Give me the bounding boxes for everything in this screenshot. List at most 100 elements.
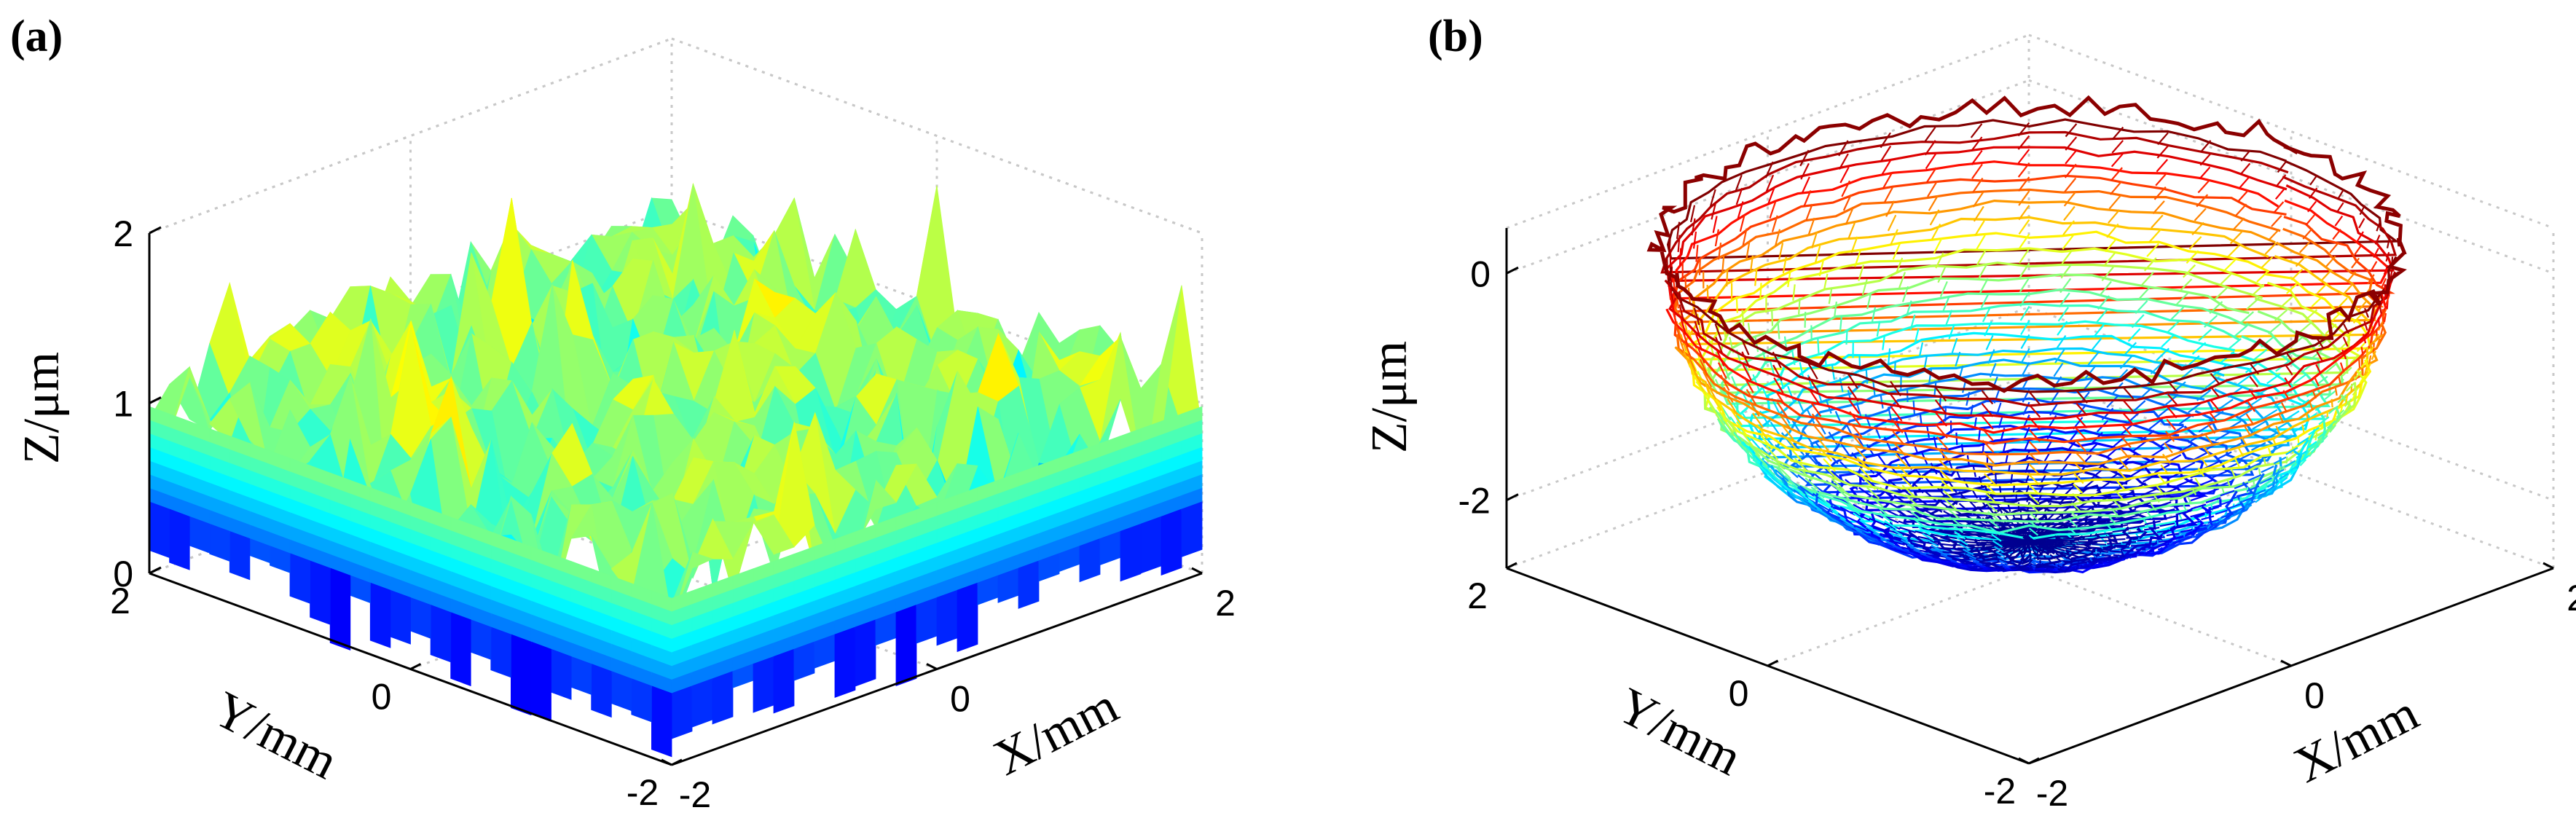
panel-b-meridian (2072, 492, 2082, 503)
panel-b-meridian (1889, 540, 1905, 546)
panel-b-meridian (2111, 524, 2129, 529)
panel-b-meridian (1692, 231, 1697, 249)
panel-b-meridian (1904, 494, 1917, 506)
panel-a-side-patch (369, 582, 391, 648)
panel-b-meridian (2191, 221, 2204, 236)
panel-b-meridian (2237, 409, 2253, 420)
panel-b-y-tick-mark-2 (1506, 562, 1517, 570)
panel-b-meridian (2215, 509, 2228, 515)
panel-b-meridian (1839, 517, 1854, 527)
panel-b-meridian (2377, 321, 2384, 331)
panel-b-meridian (1864, 414, 1872, 428)
panel-b-meridian (1982, 550, 1995, 554)
panel-b-meridian (2112, 528, 2129, 533)
panel-a-side-patch (651, 685, 672, 758)
panel-a-side-patch (936, 589, 958, 646)
panel-b-meridian (1813, 425, 1826, 441)
panel-b-meridian (1749, 255, 1754, 273)
panel-b-meridian (1926, 539, 1939, 548)
panel-b-meridian (1826, 500, 1842, 510)
panel-b-meridian (2150, 503, 2157, 511)
panel-b-meridian (2108, 194, 2121, 210)
panel-b-meridian (2092, 557, 2100, 561)
panel-b-meridian (2128, 524, 2145, 530)
panel-b-meridian (1873, 525, 1890, 533)
panel-b-meridian (1902, 533, 1920, 539)
panel-b-y-tick-mark-0 (2028, 757, 2040, 765)
panel-b-meridian (1759, 283, 1762, 300)
panel-b-meridian (2060, 551, 2070, 557)
panel-b-meridian (2310, 349, 2323, 360)
panel-b-meridian (1717, 362, 1727, 379)
panel-b-meridian (2255, 492, 2260, 499)
panel-b-meridian (2311, 296, 2323, 307)
panel-b-meridian (2073, 483, 2084, 494)
panel-b-meridian (2028, 441, 2041, 454)
panel-b-grid-top-right (2028, 34, 2554, 229)
panel-b-meridian (2381, 308, 2387, 318)
panel-b-meridian (1931, 533, 1948, 539)
panel-b-meridian (2124, 342, 2137, 356)
panel-b-meridian (1805, 477, 1819, 490)
panel-b-meridian (1971, 177, 1984, 194)
panel-b-meridian (2336, 409, 2345, 418)
panel-b-meridian (2309, 401, 2314, 411)
panel-b-meridian (1993, 546, 2004, 553)
panel-b-meridian (2293, 423, 2307, 433)
panel-b-meridian (1923, 541, 1939, 546)
panel-b-meridian (1754, 452, 1768, 467)
panel-b-meridian (1936, 436, 1949, 450)
panel-b-meridian (2065, 149, 2077, 165)
panel-b-meridian (1693, 307, 1700, 326)
panel-b-meridian (1937, 499, 1949, 509)
panel-b-meridian (2239, 162, 2251, 176)
panel-b-meridian (2255, 489, 2266, 495)
panel-b-meridian (1743, 377, 1754, 393)
panel-b-meridian (1681, 330, 1689, 347)
panel-b-meridian (1876, 471, 1888, 483)
panel-b-meridian (2020, 545, 2027, 552)
panel-b-meridian (1836, 487, 1850, 500)
panel-b-meridian (2137, 539, 2151, 542)
panel-b-meridian (2043, 542, 2059, 546)
panel-b-meridian (1935, 549, 1948, 557)
panel-b-meridian (2307, 200, 2317, 213)
panel-b-meridian (2023, 426, 2030, 440)
panel-b-meridian (2157, 547, 2165, 551)
panel-b-meridian (2161, 453, 2172, 464)
panel-b-meridian (2383, 313, 2387, 323)
panel-b-meridian (2266, 373, 2281, 385)
panel-b-meridian (2269, 484, 2278, 492)
panel-b-meridian (2086, 503, 2100, 511)
panel-b-x-tick-label-2: 2 (2567, 578, 2576, 618)
panel-b-label: (b) (1428, 12, 1483, 61)
panel-b-meridian (2204, 315, 2218, 328)
panel-b-meridian (2088, 546, 2102, 549)
panel-b-meridian (1904, 430, 1910, 444)
panel-b-meridian (2310, 444, 2320, 453)
panel-b-meridian (2028, 417, 2041, 431)
panel-b-meridian (1983, 543, 1999, 546)
panel-b-meridian (2070, 547, 2083, 551)
panel-b-meridian (2106, 223, 2119, 238)
panel-b-meridian (2009, 550, 2018, 556)
panel-b-meridian (2031, 546, 2035, 552)
panel-b-meridian (2070, 562, 2074, 566)
panel-b-meridian (1966, 553, 1976, 559)
panel-b-meridian (1880, 132, 1891, 149)
panel-b-meridian (2238, 447, 2245, 457)
panel-b-meridian (2245, 500, 2256, 506)
panel-b-meridian (2049, 402, 2059, 416)
panel-b-meridian (2146, 511, 2153, 519)
panel-b-meridian (2071, 554, 2081, 559)
panel-b-meridian (1887, 214, 1897, 232)
panel-b-meridian (2156, 347, 2169, 361)
panel-b-meridian (2070, 511, 2080, 520)
panel-b-meridian (1714, 229, 1719, 247)
panel-b-zlabel: Z/μm (1362, 341, 1418, 453)
panel-b-meridian (2090, 337, 2102, 352)
panel-b-meridian (2063, 192, 2076, 207)
panel-b-meridian (2144, 520, 2161, 525)
panel-b-meridian (2354, 244, 2363, 256)
panel-b-meridian (1690, 358, 1699, 376)
